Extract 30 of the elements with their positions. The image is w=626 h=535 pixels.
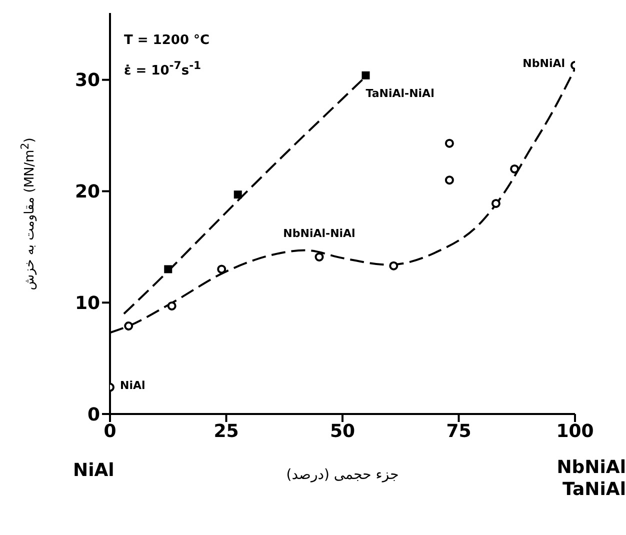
y-tick-label: 20 [74, 182, 100, 203]
y-tick-label: 10 [74, 293, 100, 314]
point [164, 265, 172, 274]
annotation: TaNiAl-NiAl [366, 87, 434, 100]
annotation: NbNiAl-NiAl [283, 226, 356, 240]
point [362, 71, 370, 80]
point [510, 164, 520, 174]
x-tick-label: 0 [104, 420, 116, 442]
x-tick-label: 25 [214, 420, 239, 442]
point [444, 138, 454, 148]
y-tick-label: 0 [87, 404, 100, 426]
text: NbNiAl TaNiAl [556, 457, 626, 501]
point [234, 190, 242, 199]
annotation: T = 1200 °C [124, 33, 210, 48]
x-tick-label: 100 [556, 420, 594, 442]
point [217, 264, 226, 274]
y-tick-label: 30 [74, 70, 100, 92]
text: NiAl [73, 460, 114, 481]
annotation: ε̇ = 10$^{-7}$s$^{-1}$ [124, 59, 202, 78]
point [167, 301, 176, 310]
x-axis-title: جزء حجمی (درصد) [285, 467, 400, 483]
point [444, 176, 454, 185]
point [389, 261, 398, 270]
point [124, 322, 134, 331]
point [491, 198, 500, 208]
x-tick-label: 75 [446, 420, 472, 442]
annotation: NiAl [120, 379, 146, 392]
annotation: NbNiAl [522, 57, 565, 70]
point [314, 252, 324, 262]
x-tick-label: 50 [330, 420, 356, 442]
